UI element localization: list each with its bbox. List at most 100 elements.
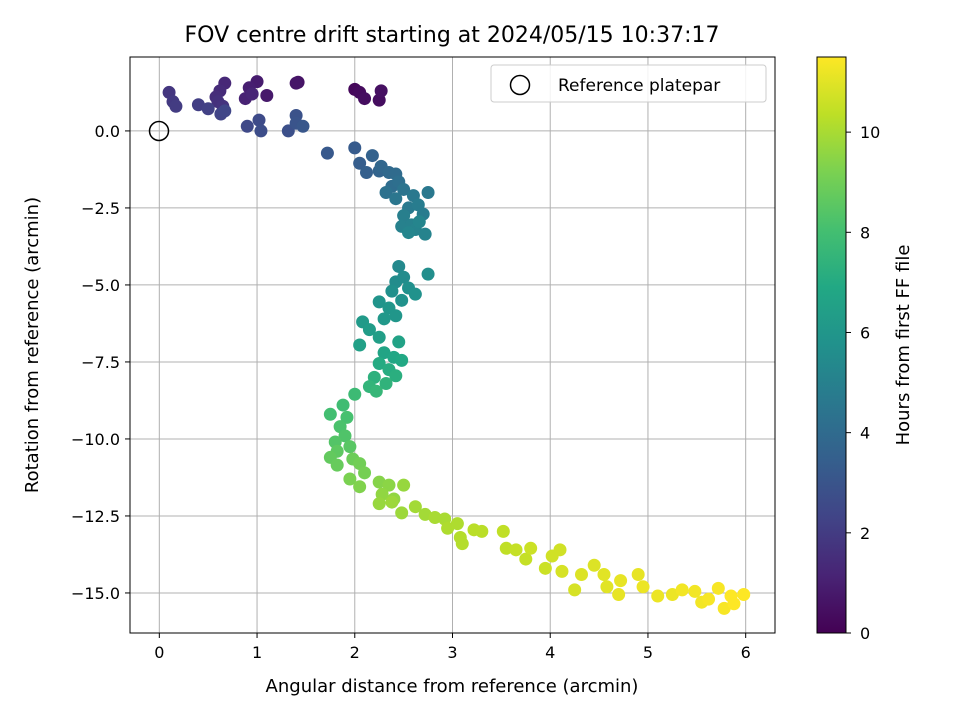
- data-point: [499, 541, 513, 555]
- y-tick-label: −7.5: [81, 353, 120, 372]
- y-tick-label: −15.0: [71, 584, 120, 603]
- data-point: [418, 507, 432, 521]
- data-point: [600, 580, 614, 594]
- data-point: [389, 192, 403, 206]
- data-point: [343, 440, 357, 454]
- data-point: [688, 584, 702, 598]
- data-point: [553, 543, 567, 557]
- data-point: [372, 497, 386, 511]
- data-point: [421, 186, 435, 200]
- x-axis-label: Angular distance from reference (arcmin): [266, 676, 639, 697]
- data-point: [362, 323, 376, 337]
- data-point: [385, 284, 399, 298]
- x-tick-label: 1: [252, 643, 262, 662]
- data-point: [320, 146, 334, 160]
- data-point: [524, 541, 538, 555]
- x-tick-label: 2: [350, 643, 360, 662]
- legend-box: [490, 64, 767, 103]
- data-point: [575, 567, 588, 581]
- data-point: [218, 104, 232, 118]
- data-point: [379, 186, 393, 200]
- grid-lines: [130, 57, 775, 633]
- data-point: [372, 356, 386, 370]
- data-point: [475, 524, 489, 538]
- data-point: [737, 587, 751, 601]
- data-point: [289, 76, 303, 90]
- x-axis-ticks: 0 1 2 3 4 5 6: [154, 633, 751, 662]
- data-point: [353, 480, 367, 494]
- colorbar-tick-label: 2: [860, 524, 870, 543]
- x-tick-label: 5: [643, 643, 653, 662]
- y-axis-label: Rotation from reference (arcmin): [22, 197, 43, 493]
- data-point: [374, 84, 388, 98]
- x-tick-label: 6: [741, 643, 751, 662]
- y-axis-ticks: 0.0 −2.5 −5.0 −7.5 −10.0 −12.5 −15.0: [71, 122, 130, 603]
- data-point: [377, 312, 391, 326]
- data-point: [330, 458, 344, 472]
- y-tick-label: −5.0: [81, 276, 120, 295]
- colorbar-ticks: 0 2 4 6 8 10: [846, 123, 880, 643]
- data-point: [395, 506, 409, 520]
- data-point: [587, 558, 601, 572]
- data-point: [665, 587, 679, 601]
- data-point: [568, 583, 582, 597]
- data-point: [392, 259, 406, 273]
- data-point: [323, 407, 337, 421]
- data-point: [397, 270, 411, 284]
- data-point: [441, 521, 455, 535]
- data-point: [614, 574, 628, 588]
- colorbar-label: Hours from first FF file: [893, 245, 914, 446]
- data-point: [421, 267, 435, 281]
- data-point: [711, 581, 725, 595]
- data-point: [412, 215, 426, 229]
- x-tick-label: 4: [545, 643, 555, 662]
- data-point: [612, 587, 626, 601]
- data-point: [455, 537, 469, 551]
- data-point: [191, 98, 205, 112]
- data-point: [296, 119, 310, 133]
- data-point: [509, 543, 523, 557]
- reference-platepar-marker: [148, 120, 170, 142]
- data-point: [395, 353, 409, 367]
- data-point: [631, 567, 645, 581]
- data-point: [496, 524, 510, 538]
- colorbar-tick-label: 4: [860, 424, 870, 443]
- data-point: [201, 102, 215, 116]
- data-point: [358, 92, 372, 106]
- data-point: [418, 227, 432, 241]
- chart-title: FOV centre drift starting at 2024/05/15 …: [185, 23, 720, 48]
- data-point: [336, 398, 350, 412]
- y-tick-label: −12.5: [71, 507, 120, 526]
- data-point: [675, 583, 689, 597]
- data-point: [538, 561, 552, 575]
- data-point: [397, 182, 411, 196]
- data-point: [397, 478, 411, 492]
- data-point: [254, 124, 268, 138]
- colorbar: 0 2 4 6 8 10 Hours from first FF file: [816, 56, 914, 643]
- legend-label: Reference platepar: [558, 76, 720, 96]
- data-point: [169, 99, 183, 113]
- data-point: [389, 369, 403, 383]
- y-tick-label: −10.0: [71, 430, 120, 449]
- data-point: [369, 384, 383, 398]
- data-point: [360, 166, 373, 180]
- data-point: [408, 287, 422, 301]
- colorbar-tick-label: 8: [860, 223, 870, 242]
- y-tick-label: 0.0: [95, 122, 120, 141]
- data-point: [343, 472, 357, 486]
- y-tick-label: −2.5: [81, 199, 120, 218]
- data-point: [340, 410, 354, 424]
- colorbar-tick-label: 6: [860, 323, 870, 342]
- data-point: [252, 113, 266, 127]
- data-point: [636, 580, 650, 594]
- data-point: [338, 429, 352, 443]
- data-point: [365, 149, 379, 163]
- data-point: [377, 346, 391, 360]
- data-point: [397, 209, 411, 223]
- data-point: [450, 517, 464, 531]
- data-point: [372, 475, 386, 489]
- data-point: [353, 156, 367, 170]
- data-point: [408, 500, 422, 514]
- data-point: [385, 495, 399, 509]
